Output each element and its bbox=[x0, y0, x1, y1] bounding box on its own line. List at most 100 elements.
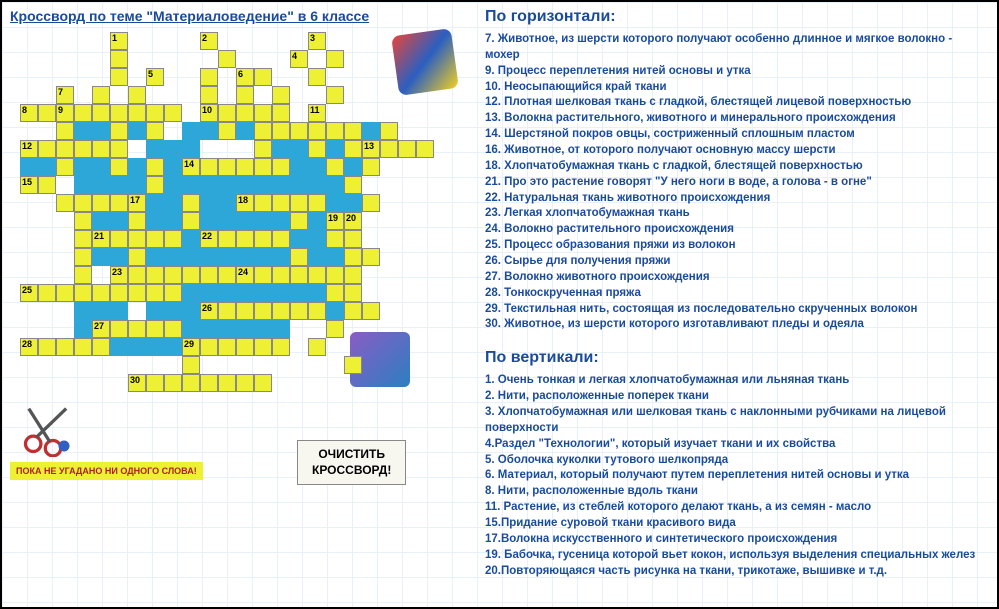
crossword-cell[interactable] bbox=[344, 302, 362, 320]
crossword-cell[interactable] bbox=[290, 266, 308, 284]
crossword-cell[interactable] bbox=[308, 338, 326, 356]
crossword-cell[interactable] bbox=[236, 104, 254, 122]
crossword-cell[interactable] bbox=[128, 266, 146, 284]
crossword-cell[interactable]: 7 bbox=[56, 86, 74, 104]
crossword-cell[interactable] bbox=[272, 104, 290, 122]
crossword-cell[interactable]: 11 bbox=[308, 104, 326, 122]
crossword-cell[interactable] bbox=[110, 194, 128, 212]
crossword-cell[interactable] bbox=[290, 302, 308, 320]
crossword-cell[interactable] bbox=[182, 374, 200, 392]
crossword-cell[interactable] bbox=[38, 284, 56, 302]
crossword-cell[interactable] bbox=[74, 230, 92, 248]
crossword-cell[interactable] bbox=[308, 194, 326, 212]
crossword-cell[interactable]: 6 bbox=[236, 68, 254, 86]
crossword-cell[interactable] bbox=[272, 230, 290, 248]
crossword-cell[interactable] bbox=[182, 356, 200, 374]
crossword-cell[interactable] bbox=[344, 230, 362, 248]
crossword-cell[interactable] bbox=[92, 86, 110, 104]
crossword-cell[interactable] bbox=[362, 248, 380, 266]
crossword-cell[interactable] bbox=[326, 122, 344, 140]
crossword-cell[interactable] bbox=[146, 320, 164, 338]
crossword-cell[interactable] bbox=[200, 86, 218, 104]
crossword-cell[interactable] bbox=[326, 86, 344, 104]
crossword-cell[interactable] bbox=[92, 338, 110, 356]
crossword-cell[interactable]: 17 bbox=[128, 194, 146, 212]
crossword-cell[interactable]: 26 bbox=[200, 302, 218, 320]
crossword-cell[interactable] bbox=[344, 356, 362, 374]
crossword-cell[interactable] bbox=[326, 230, 344, 248]
crossword-cell[interactable] bbox=[182, 212, 200, 230]
crossword-cell[interactable] bbox=[56, 284, 74, 302]
crossword-cell[interactable] bbox=[56, 140, 74, 158]
crossword-cell[interactable] bbox=[74, 104, 92, 122]
crossword-cell[interactable]: 9 bbox=[56, 104, 74, 122]
crossword-cell[interactable]: 25 bbox=[20, 284, 38, 302]
crossword-cell[interactable] bbox=[110, 140, 128, 158]
crossword-cell[interactable]: 21 bbox=[92, 230, 110, 248]
crossword-cell[interactable] bbox=[308, 266, 326, 284]
crossword-cell[interactable] bbox=[236, 302, 254, 320]
crossword-cell[interactable] bbox=[128, 230, 146, 248]
crossword-cell[interactable] bbox=[146, 176, 164, 194]
crossword-cell[interactable] bbox=[110, 104, 128, 122]
crossword-cell[interactable]: 22 bbox=[200, 230, 218, 248]
crossword-cell[interactable] bbox=[128, 86, 146, 104]
crossword-cell[interactable] bbox=[110, 320, 128, 338]
crossword-cell[interactable] bbox=[128, 284, 146, 302]
crossword-cell[interactable] bbox=[254, 122, 272, 140]
crossword-cell[interactable] bbox=[362, 302, 380, 320]
crossword-cell[interactable] bbox=[128, 104, 146, 122]
crossword-cell[interactable]: 1 bbox=[110, 32, 128, 50]
crossword-cell[interactable] bbox=[38, 176, 56, 194]
crossword-cell[interactable] bbox=[218, 104, 236, 122]
crossword-cell[interactable] bbox=[164, 374, 182, 392]
crossword-cell[interactable]: 30 bbox=[128, 374, 146, 392]
crossword-cell[interactable] bbox=[74, 194, 92, 212]
crossword-cell[interactable] bbox=[398, 140, 416, 158]
crossword-cell[interactable] bbox=[326, 284, 344, 302]
crossword-cell[interactable] bbox=[200, 338, 218, 356]
crossword-cell[interactable] bbox=[326, 266, 344, 284]
crossword-cell[interactable] bbox=[56, 194, 74, 212]
crossword-cell[interactable] bbox=[218, 158, 236, 176]
crossword-cell[interactable] bbox=[272, 158, 290, 176]
crossword-cell[interactable] bbox=[272, 338, 290, 356]
crossword-cell[interactable] bbox=[92, 104, 110, 122]
crossword-cell[interactable] bbox=[272, 86, 290, 104]
crossword-cell[interactable]: 28 bbox=[20, 338, 38, 356]
crossword-cell[interactable] bbox=[326, 320, 344, 338]
crossword-cell[interactable] bbox=[290, 212, 308, 230]
crossword-cell[interactable] bbox=[218, 230, 236, 248]
crossword-cell[interactable]: 23 bbox=[110, 266, 128, 284]
crossword-cell[interactable]: 29 bbox=[182, 338, 200, 356]
crossword-cell[interactable] bbox=[200, 68, 218, 86]
crossword-cell[interactable]: 18 bbox=[236, 194, 254, 212]
crossword-cell[interactable] bbox=[128, 248, 146, 266]
crossword-cell[interactable] bbox=[74, 140, 92, 158]
crossword-cell[interactable]: 24 bbox=[236, 266, 254, 284]
crossword-cell[interactable] bbox=[236, 230, 254, 248]
crossword-cell[interactable] bbox=[182, 266, 200, 284]
crossword-cell[interactable]: 27 bbox=[92, 320, 110, 338]
crossword-cell[interactable] bbox=[344, 122, 362, 140]
crossword-cell[interactable] bbox=[128, 212, 146, 230]
crossword-cell[interactable] bbox=[254, 68, 272, 86]
crossword-cell[interactable] bbox=[74, 284, 92, 302]
crossword-cell[interactable] bbox=[92, 140, 110, 158]
crossword-cell[interactable] bbox=[236, 338, 254, 356]
crossword-cell[interactable] bbox=[56, 122, 74, 140]
crossword-grid[interactable]: 1234567891011121314151718192021222324252… bbox=[20, 32, 470, 392]
crossword-cell[interactable] bbox=[308, 122, 326, 140]
crossword-cell[interactable] bbox=[128, 320, 146, 338]
crossword-cell[interactable] bbox=[146, 122, 164, 140]
crossword-cell[interactable] bbox=[416, 140, 434, 158]
crossword-cell[interactable] bbox=[164, 284, 182, 302]
crossword-cell[interactable] bbox=[362, 194, 380, 212]
crossword-cell[interactable] bbox=[146, 266, 164, 284]
crossword-cell[interactable] bbox=[74, 248, 92, 266]
crossword-cell[interactable]: 12 bbox=[20, 140, 38, 158]
crossword-cell[interactable] bbox=[272, 266, 290, 284]
crossword-cell[interactable] bbox=[56, 158, 74, 176]
crossword-cell[interactable] bbox=[290, 248, 308, 266]
crossword-cell[interactable] bbox=[218, 122, 236, 140]
